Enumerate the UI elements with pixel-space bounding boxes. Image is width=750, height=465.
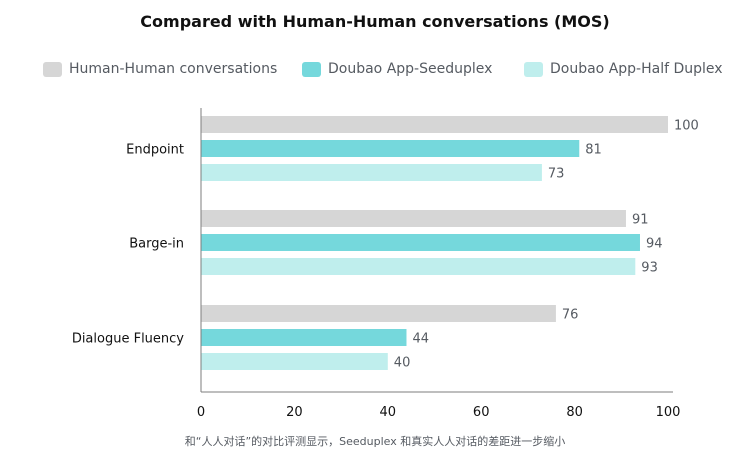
data-label: 91 [632, 213, 649, 228]
x-tick-label: 80 [566, 405, 583, 420]
legend-swatch-human [43, 61, 62, 77]
category-label: Dialogue Fluency [72, 332, 184, 347]
data-label: 93 [641, 261, 658, 276]
bar [201, 140, 580, 157]
legend-label-seeduplex: Doubao App-Seeduplex [328, 61, 493, 77]
data-label: 76 [562, 308, 579, 323]
bar [201, 210, 626, 227]
x-tick-label: 60 [473, 405, 490, 420]
legend-item-human: Human-Human conversations [43, 61, 277, 77]
data-label: 94 [646, 237, 663, 252]
data-label: 44 [412, 332, 429, 347]
category-label: Endpoint [126, 143, 184, 158]
bar [201, 329, 407, 346]
data-label: 81 [585, 143, 602, 158]
legend-label-human: Human-Human conversations [69, 61, 278, 77]
chart-legend: Human-Human conversations Doubao App-See… [0, 61, 750, 81]
legend-item-halfduplex: Doubao App-Half Duplex [524, 61, 723, 77]
bar [201, 258, 636, 275]
category-label: Barge-in [129, 237, 184, 252]
chart-title: Compared with Human-Human conversations … [140, 12, 610, 31]
x-tick-label: 100 [656, 405, 681, 420]
legend-item-seeduplex: Doubao App-Seeduplex [302, 61, 492, 77]
x-tick-label: 0 [197, 405, 205, 420]
data-label: 100 [674, 119, 699, 134]
bar [201, 164, 542, 181]
data-label: 40 [394, 356, 411, 371]
x-tick-label: 20 [286, 405, 303, 420]
bar [201, 116, 668, 133]
legend-swatch-halfduplex [524, 61, 543, 77]
bar [201, 353, 388, 370]
chart-footnote: 和“人人对话”的对比评测显示，Seeduplex 和真实人人对话的差距进一步缩小 [184, 435, 566, 448]
legend-swatch-seeduplex [302, 61, 321, 77]
bar [201, 234, 640, 251]
data-label: 73 [548, 167, 565, 182]
legend-label-halfduplex: Doubao App-Half Duplex [550, 61, 723, 77]
x-tick-label: 40 [380, 405, 397, 420]
bar [201, 305, 556, 322]
